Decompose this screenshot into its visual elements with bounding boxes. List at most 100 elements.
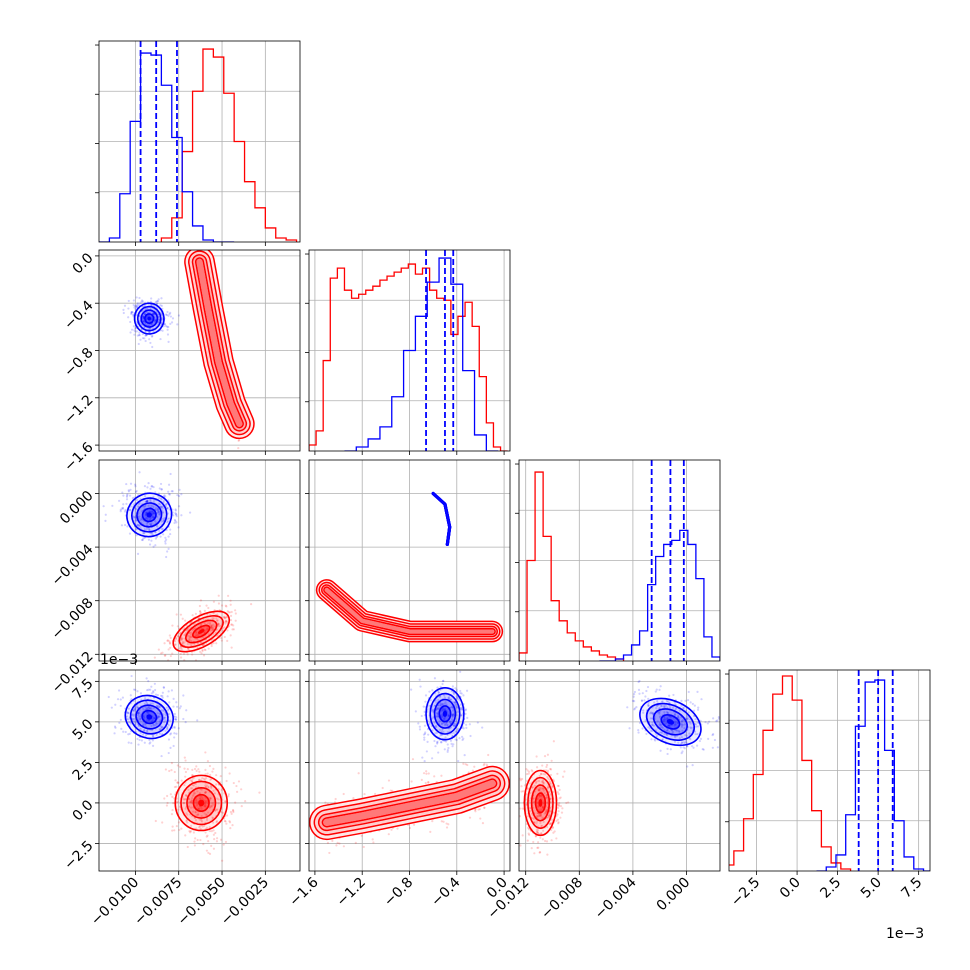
sample-point (166, 328, 169, 331)
sample-point (541, 787, 545, 790)
sample-point (538, 814, 541, 817)
sample-point (190, 798, 193, 802)
sample-point (424, 700, 427, 703)
sample-point (154, 507, 158, 510)
sample-point (439, 714, 442, 717)
sample-point (684, 740, 688, 743)
sample-point (135, 296, 138, 299)
sample-point (158, 513, 161, 516)
sample-point (179, 613, 183, 616)
sample-point (196, 802, 199, 805)
sample-point (454, 719, 457, 722)
sample-point (338, 842, 341, 845)
sample-point (541, 838, 544, 841)
sample-point (161, 821, 164, 824)
sample-point (699, 737, 703, 740)
sample-point (652, 724, 655, 727)
sample-point (174, 779, 177, 782)
sample-point (149, 341, 152, 345)
sample-point (167, 712, 170, 716)
sample-point (436, 741, 439, 744)
sample-point (689, 722, 692, 725)
sample-point (680, 699, 683, 702)
sample-point (147, 314, 150, 318)
sample-point (232, 809, 235, 812)
sample-point (186, 642, 190, 646)
sample-point (164, 654, 167, 657)
sample-point (141, 317, 145, 320)
sample-point (133, 305, 136, 308)
sample-point (437, 691, 441, 694)
sample-point (628, 727, 631, 730)
sample-point (131, 713, 134, 716)
sample-point (626, 706, 629, 709)
sample-point (116, 698, 120, 701)
sample-point (454, 687, 457, 690)
sample-point (539, 813, 542, 817)
sample-point (666, 717, 669, 720)
sample-point (192, 784, 195, 787)
sample-point (452, 724, 455, 727)
sample-point (654, 690, 657, 693)
sample-point (134, 490, 138, 494)
sample-point (658, 721, 662, 725)
sample-point (156, 712, 159, 715)
sample-point (681, 723, 684, 726)
sample-point (212, 833, 215, 836)
sample-point (211, 627, 215, 630)
sample-point (519, 777, 522, 780)
sample-point (210, 786, 213, 790)
sample-point (214, 809, 217, 813)
sample-point (173, 785, 176, 789)
sample-point (556, 813, 559, 816)
sample-point (542, 782, 546, 785)
sample-point (429, 830, 432, 833)
sample-point (209, 797, 212, 800)
sample-point (539, 822, 542, 825)
sample-point (676, 729, 679, 732)
histogram-red-3 (729, 675, 852, 871)
sample-point (227, 793, 230, 796)
sample-point (534, 834, 537, 837)
sample-point (663, 732, 666, 736)
sample-point (134, 485, 137, 488)
sample-point (540, 825, 543, 828)
sample-point (123, 304, 127, 307)
sample-point (548, 812, 551, 815)
sample-point (540, 832, 543, 835)
sample-point (143, 337, 146, 340)
x-tick-label: 0.000 (654, 875, 694, 915)
sample-point (158, 513, 161, 516)
sample-point (240, 805, 243, 808)
sample-point (436, 686, 439, 689)
sample-point (199, 650, 202, 653)
sample-point (205, 604, 208, 607)
sample-point (684, 699, 687, 703)
sample-point (645, 689, 648, 693)
sample-point (452, 701, 456, 704)
sample-point (127, 316, 130, 319)
sample-point (141, 538, 144, 542)
sample-point (423, 724, 427, 727)
sample-point (223, 819, 227, 823)
sample-point (200, 627, 203, 630)
sample-point (223, 616, 226, 619)
sample-point (173, 736, 176, 739)
sample-point (551, 826, 554, 829)
sample-point (443, 723, 447, 727)
sample-point (199, 838, 202, 842)
sample-point (160, 297, 163, 300)
sample-point (211, 817, 215, 820)
sample-point (680, 722, 683, 726)
sample-point (196, 719, 199, 722)
sample-point (156, 525, 159, 528)
sample-point (151, 485, 154, 488)
sample-point (151, 510, 154, 513)
sample-point (164, 713, 167, 716)
x-tick-label: −1.2 (334, 875, 369, 910)
sample-point (144, 339, 147, 343)
sample-point (694, 723, 698, 726)
sample-point (218, 624, 221, 627)
sample-point (215, 840, 219, 843)
